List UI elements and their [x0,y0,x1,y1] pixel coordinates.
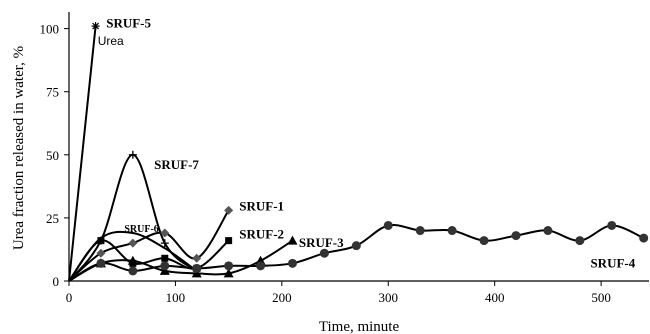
data-point [128,150,137,159]
x-tick-label: 200 [272,290,292,305]
data-point [160,228,170,238]
plot-area [68,22,649,282]
series-line [68,25,97,282]
x-axis-title: Time, minute [319,319,400,334]
x-tick-label: 0 [66,290,73,305]
data-point [161,254,169,262]
y-tick-label: 25 [46,211,59,226]
data-point [192,253,202,263]
data-point [97,237,105,245]
x-tick-label: 500 [591,290,611,305]
series-line [68,239,230,282]
data-point [351,241,361,251]
data-point [256,261,266,271]
series-name-label: SRUF-7 [154,157,199,172]
series-sruf-5 [68,22,100,282]
data-point [575,236,585,246]
series-sruf-4 [68,220,649,282]
data-point [287,258,297,268]
data-point [96,258,106,268]
annotation-label: Urea [98,34,124,48]
data-point [224,205,234,215]
data-point [479,236,489,246]
data-point [225,237,233,245]
data-point [128,238,138,248]
axis-ticks: 0 100 200 300 400 500 0 25 50 75 100 [40,22,611,305]
series-name-label: SRUF-6 [124,224,158,235]
data-point [191,268,202,278]
data-point [159,265,170,275]
data-point [91,22,100,31]
y-tick-label: 50 [46,148,59,163]
series-name-label: SRUF-1 [239,199,284,214]
x-tick-label: 400 [485,290,505,305]
data-point [447,226,457,236]
series-line [68,209,230,282]
axes [68,12,649,282]
y-tick-label: 75 [46,85,59,100]
series-name-label: SRUF-4 [590,255,635,270]
data-point [383,220,393,230]
x-tick-label: 300 [379,290,399,305]
data-point [224,261,234,271]
data-point [639,233,649,243]
data-point [192,263,202,273]
data-point [96,248,106,258]
series-name-label: SRUF-3 [299,235,344,250]
data-point [160,261,170,271]
y-tick-label: 0 [53,274,60,289]
data-point [160,239,169,248]
data-point [319,248,329,258]
series-sruf-1 [68,205,234,282]
series-name-label: SRUF-5 [106,16,151,31]
data-point [128,266,138,276]
data-point [287,235,298,245]
data-point [543,226,553,236]
y-axis-title: Urea fraction released in water, % [11,46,27,250]
y-tick-label: 100 [40,22,60,37]
series-name-label: SRUF-2 [239,226,284,241]
data-point [223,268,234,278]
data-point [127,255,138,265]
data-point [607,220,617,230]
series-labels: SRUF-5 SRUF-7 SRUF-6 SRUF-1 SRUF-2 SRUF-3 SRUF… [98,16,636,271]
data-point [415,226,425,236]
x-tick-label: 100 [166,290,186,305]
data-point [511,231,521,241]
